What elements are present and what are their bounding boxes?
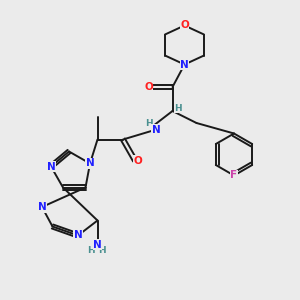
Text: H: H — [174, 103, 182, 112]
Text: H: H — [146, 118, 153, 127]
Text: N: N — [38, 202, 46, 212]
Text: N: N — [180, 59, 189, 70]
Text: N: N — [74, 230, 82, 241]
Text: N: N — [46, 161, 56, 172]
Text: H: H — [98, 246, 106, 255]
Text: N: N — [152, 124, 160, 135]
Text: O: O — [134, 155, 142, 166]
Text: O: O — [144, 82, 153, 92]
Text: N: N — [93, 239, 102, 250]
Text: N: N — [85, 158, 94, 169]
Text: H: H — [87, 246, 95, 255]
Text: O: O — [180, 20, 189, 31]
Text: F: F — [230, 170, 238, 181]
